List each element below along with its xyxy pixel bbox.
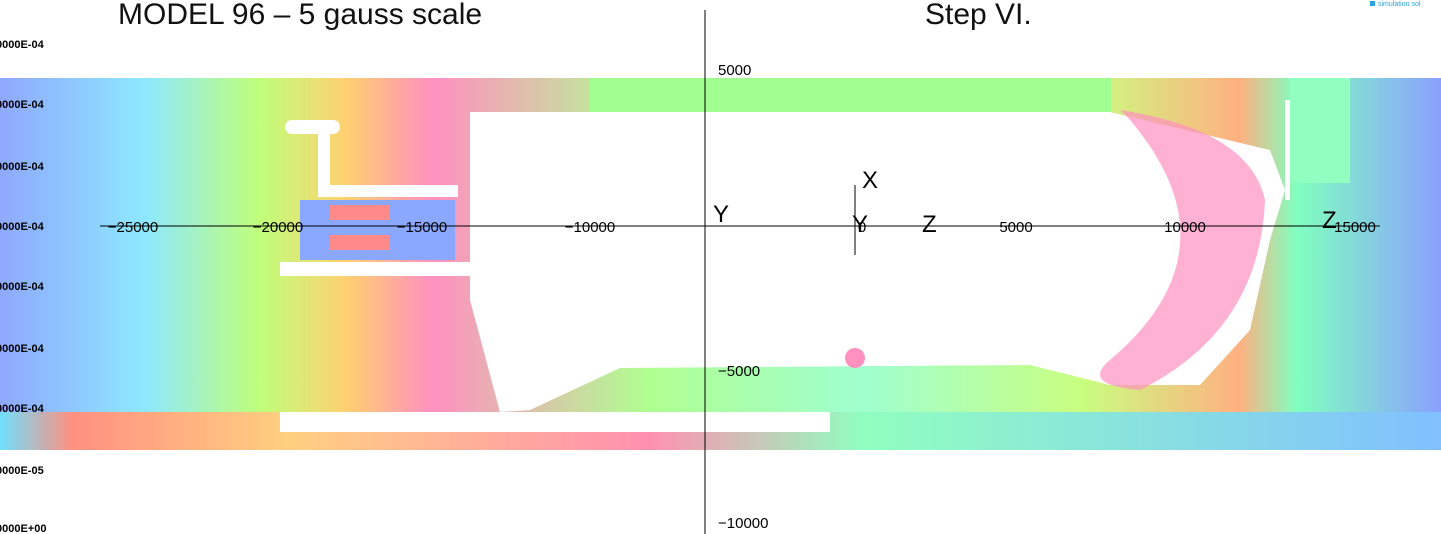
legend-label: 0000E-04 bbox=[0, 281, 45, 293]
axis-label: Z bbox=[1322, 207, 1337, 234]
field-plot bbox=[0, 78, 1441, 450]
legend-label: 0000E-05 bbox=[0, 465, 44, 477]
x-tick-label: −10000 bbox=[565, 219, 615, 236]
x-tick-label: 10000 bbox=[1164, 219, 1206, 236]
axis-label: X bbox=[862, 167, 878, 194]
x-tick-label: −20000 bbox=[253, 219, 303, 236]
tick-labels: −25000 −20000 −15000 −10000 0 5000 10000 15000 5… bbox=[108, 62, 1376, 532]
axis-label: Y bbox=[852, 211, 868, 238]
x-tick-label: 0 bbox=[858, 219, 866, 236]
axis-label: Y bbox=[713, 201, 729, 228]
legend: 0000E-04 0000E-04 0000E-04 0000E-04 0000E-04… bbox=[0, 39, 46, 534]
legend-label: 0000E-04 bbox=[0, 343, 45, 355]
y-tick-label: 5000 bbox=[718, 62, 751, 79]
field-spot bbox=[845, 348, 865, 368]
legend-label: 0000E-04 bbox=[0, 221, 45, 233]
x-tick-label: 5000 bbox=[999, 219, 1032, 236]
axes bbox=[100, 10, 1380, 534]
cutout bbox=[318, 185, 458, 197]
x-tick-label: 15000 bbox=[1334, 219, 1376, 236]
legend-label: 0000E+00 bbox=[0, 523, 46, 534]
cutout bbox=[280, 412, 830, 432]
y-tick-label: −5000 bbox=[718, 363, 760, 380]
x-tick-label: −25000 bbox=[108, 219, 158, 236]
axis-label: Z bbox=[922, 211, 937, 238]
cutout bbox=[285, 120, 340, 134]
legend-label: 0000E-04 bbox=[0, 39, 45, 51]
legend-label: 0000E-04 bbox=[0, 99, 45, 111]
structure bbox=[330, 205, 390, 220]
field-ring bbox=[1100, 110, 1265, 390]
cutout bbox=[470, 112, 1285, 412]
structure bbox=[330, 235, 390, 250]
x-tick-label: −15000 bbox=[397, 219, 447, 236]
logo-box bbox=[1370, 0, 1441, 10]
step-label: Step VI. bbox=[925, 0, 1032, 31]
field-top bbox=[1290, 78, 1350, 183]
cutout bbox=[1285, 100, 1290, 200]
legend-label: 0000E-04 bbox=[0, 161, 45, 173]
cutout bbox=[318, 130, 330, 190]
legend-label: 0000E-04 bbox=[0, 403, 45, 415]
logo-text: simulation sol bbox=[1378, 1, 1421, 8]
title: MODEL 96 – 5 gauss scale bbox=[118, 0, 482, 31]
field-top bbox=[590, 78, 1111, 112]
cutout bbox=[280, 262, 470, 276]
logo-icon bbox=[1370, 1, 1375, 6]
y-tick-label: −10000 bbox=[718, 515, 768, 532]
